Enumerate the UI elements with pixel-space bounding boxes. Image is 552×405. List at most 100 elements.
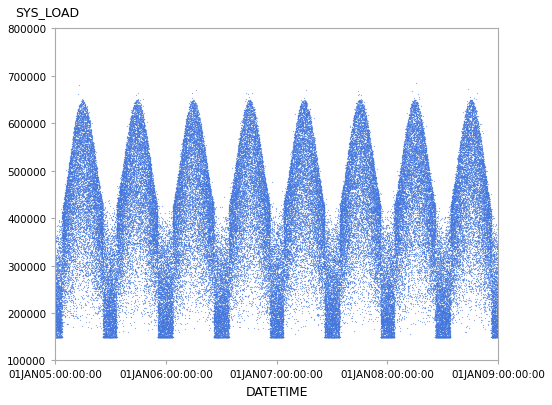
- Point: [446, 235, 455, 241]
- Point: [423, 156, 432, 162]
- Point: [402, 182, 411, 188]
- Point: [270, 255, 279, 262]
- Point: [130, 137, 139, 143]
- Point: [324, 334, 333, 340]
- Point: [480, 217, 489, 223]
- Point: [326, 323, 335, 329]
- Point: [208, 264, 217, 271]
- Point: [216, 298, 225, 304]
- Point: [174, 177, 183, 183]
- Point: [243, 112, 252, 119]
- Point: [445, 216, 454, 222]
- Point: [128, 231, 137, 237]
- Point: [122, 184, 131, 190]
- Point: [457, 215, 465, 221]
- Point: [198, 246, 206, 252]
- Point: [173, 212, 182, 219]
- Point: [235, 150, 243, 157]
- Point: [115, 201, 124, 208]
- Point: [421, 231, 429, 237]
- Point: [198, 151, 206, 157]
- Point: [347, 141, 356, 147]
- Point: [359, 164, 368, 171]
- Point: [381, 273, 390, 279]
- Point: [449, 224, 458, 230]
- Point: [222, 303, 231, 309]
- Point: [159, 314, 168, 320]
- Point: [88, 151, 97, 158]
- Point: [463, 166, 472, 173]
- Point: [56, 310, 65, 317]
- Point: [243, 132, 252, 139]
- Point: [370, 204, 379, 211]
- Point: [286, 238, 295, 245]
- Point: [210, 224, 219, 231]
- Point: [160, 254, 169, 260]
- Point: [236, 166, 245, 172]
- Point: [397, 170, 406, 176]
- Point: [375, 211, 384, 218]
- Point: [56, 334, 65, 340]
- Point: [214, 239, 223, 246]
- Point: [72, 251, 81, 258]
- Point: [421, 153, 429, 160]
- Point: [94, 280, 103, 287]
- Point: [237, 239, 246, 246]
- Point: [443, 249, 452, 255]
- Point: [163, 305, 172, 311]
- Point: [343, 284, 352, 290]
- Point: [160, 260, 168, 266]
- Point: [203, 288, 212, 295]
- Point: [143, 204, 152, 210]
- Point: [268, 234, 277, 241]
- Point: [206, 219, 215, 226]
- Point: [138, 144, 147, 151]
- Point: [385, 292, 394, 298]
- Point: [293, 269, 302, 275]
- Point: [437, 241, 446, 247]
- Point: [285, 181, 294, 188]
- Point: [211, 292, 220, 298]
- Point: [219, 320, 228, 327]
- Point: [478, 243, 487, 249]
- Point: [442, 308, 451, 315]
- Point: [307, 137, 316, 144]
- Point: [258, 230, 267, 237]
- Point: [395, 195, 404, 201]
- Point: [415, 177, 424, 183]
- Point: [459, 245, 468, 251]
- Point: [301, 192, 310, 199]
- Point: [154, 334, 163, 340]
- Point: [283, 180, 292, 186]
- Point: [399, 215, 408, 221]
- Point: [100, 253, 109, 260]
- Point: [443, 329, 452, 335]
- Point: [141, 267, 150, 274]
- Point: [203, 213, 211, 220]
- Point: [380, 286, 389, 292]
- Point: [376, 251, 385, 258]
- Point: [272, 275, 281, 282]
- Point: [167, 225, 176, 231]
- Point: [65, 308, 74, 315]
- Point: [430, 240, 439, 247]
- Point: [213, 318, 222, 324]
- Point: [79, 171, 88, 177]
- Point: [254, 151, 263, 158]
- Point: [433, 334, 442, 340]
- Point: [220, 334, 229, 340]
- Point: [392, 294, 401, 301]
- Point: [281, 198, 290, 205]
- Point: [296, 152, 305, 159]
- Point: [412, 139, 421, 145]
- Point: [69, 258, 78, 265]
- Point: [416, 190, 425, 197]
- Point: [55, 307, 64, 313]
- Point: [336, 261, 345, 268]
- Point: [272, 334, 281, 340]
- Point: [130, 133, 139, 140]
- Point: [407, 207, 416, 213]
- Point: [70, 139, 79, 145]
- Point: [55, 334, 64, 340]
- Point: [418, 129, 427, 135]
